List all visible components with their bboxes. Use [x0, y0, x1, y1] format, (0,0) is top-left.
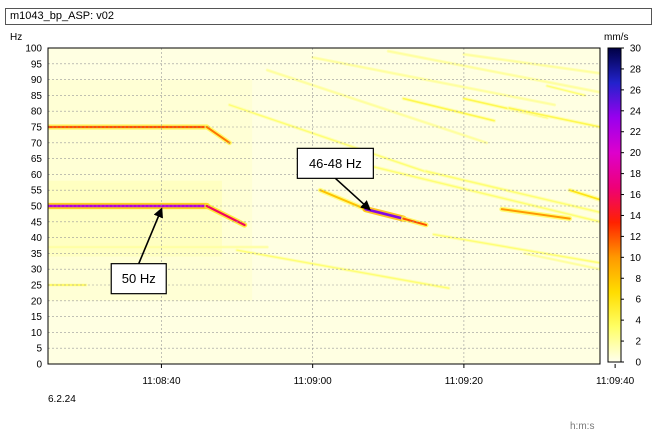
annotation-label: 46-48 Hz: [309, 156, 362, 171]
annotation-arrow: [138, 207, 163, 264]
spectral-line: [402, 217, 428, 226]
colorbar-tick-label: 30: [630, 44, 642, 55]
y-tick-label: 85: [31, 91, 43, 102]
colorbar-tick-label: 28: [630, 64, 642, 75]
y-tick-label: 60: [31, 170, 43, 181]
colorbar-tick-label: 18: [630, 169, 642, 180]
y-tick-label: 20: [31, 296, 43, 307]
y-tick-label: 80: [31, 107, 43, 118]
y-tick-label: 40: [31, 233, 43, 244]
colorbar-tick-label: 2: [635, 337, 641, 348]
x-tick-label: 11:09:20: [445, 376, 484, 387]
y-tick-label: 100: [25, 44, 42, 55]
y-tick-label: 65: [31, 154, 43, 165]
date-label: 6.2.24: [48, 394, 76, 405]
annotation-label: 50 Hz: [122, 271, 156, 286]
colorbar-tick-label: 0: [635, 358, 641, 369]
y-tick-label: 10: [31, 328, 43, 339]
spectral-line: [319, 189, 367, 211]
y-tick-label: 55: [31, 186, 43, 197]
y-tick-label: 90: [31, 75, 43, 86]
y-tick-label: 70: [31, 138, 43, 149]
colorbar-tick-label: 6: [635, 295, 641, 306]
y-tick-label: 35: [31, 249, 43, 260]
colorbar-tick-label: 20: [630, 148, 642, 159]
window-title: m1043_bp_ASP: v02: [10, 10, 114, 22]
spectral-line: [236, 249, 450, 289]
spectral-line: [205, 204, 246, 227]
y-tick-label: 75: [31, 123, 43, 134]
y-tick-label: 15: [31, 312, 43, 323]
y-tick-label: 25: [31, 281, 43, 292]
spectral-line: [364, 207, 405, 220]
spectral-line: [387, 50, 600, 93]
window-title-bar: m1043_bp_ASP: v02: [5, 8, 652, 25]
y-tick-label: 50: [31, 202, 43, 213]
x-tick-label: 11:09:40: [596, 376, 635, 387]
spectral-line: [205, 126, 231, 144]
y-tick-label: 5: [36, 344, 42, 355]
colorbar-scale: [607, 47, 622, 363]
x-tick-label: 11:09:00: [294, 376, 333, 387]
spectral-line: [523, 252, 600, 270]
colorbar-tick-label: 26: [630, 85, 642, 96]
colorbar-tick-label: 22: [630, 127, 642, 138]
spectral-line: [312, 56, 556, 106]
low-level-noise-region: [48, 180, 222, 257]
x-tick-label: 11:08:40: [142, 376, 181, 387]
spectral-line: [425, 170, 600, 214]
spectral-line: [228, 104, 435, 176]
spectral-line: [402, 97, 495, 122]
plot-frame: [47, 47, 601, 365]
y-tick-label: 45: [31, 217, 43, 228]
spectral-line: [546, 85, 586, 97]
colorbar-tick-label: 8: [635, 274, 641, 285]
y-tick-label: 30: [31, 265, 43, 276]
time-unit-label: h:m:s: [570, 421, 595, 432]
spectral-line: [463, 53, 600, 74]
colorbar-tick-label: 4: [635, 316, 641, 327]
spectral-line: [500, 208, 571, 220]
colorbar-label: mm/s: [604, 32, 628, 43]
colorbar-tick-label: 12: [630, 232, 642, 243]
y-axis-label: Hz: [10, 32, 22, 43]
y-tick-label: 0: [36, 360, 42, 371]
annotation-arrow: [334, 177, 371, 211]
colorbar-tick-label: 24: [630, 106, 642, 117]
spectral-line: [432, 233, 600, 264]
spectral-line: [266, 69, 488, 144]
spectral-line: [568, 189, 600, 201]
colorbar-tick-label: 10: [630, 253, 642, 264]
annotation-box: [110, 263, 167, 295]
colorbar-tick-label: 16: [630, 190, 642, 201]
y-tick-label: 95: [31, 59, 43, 70]
colorbar-tick-label: 14: [630, 211, 642, 222]
annotation-box: [296, 147, 374, 179]
